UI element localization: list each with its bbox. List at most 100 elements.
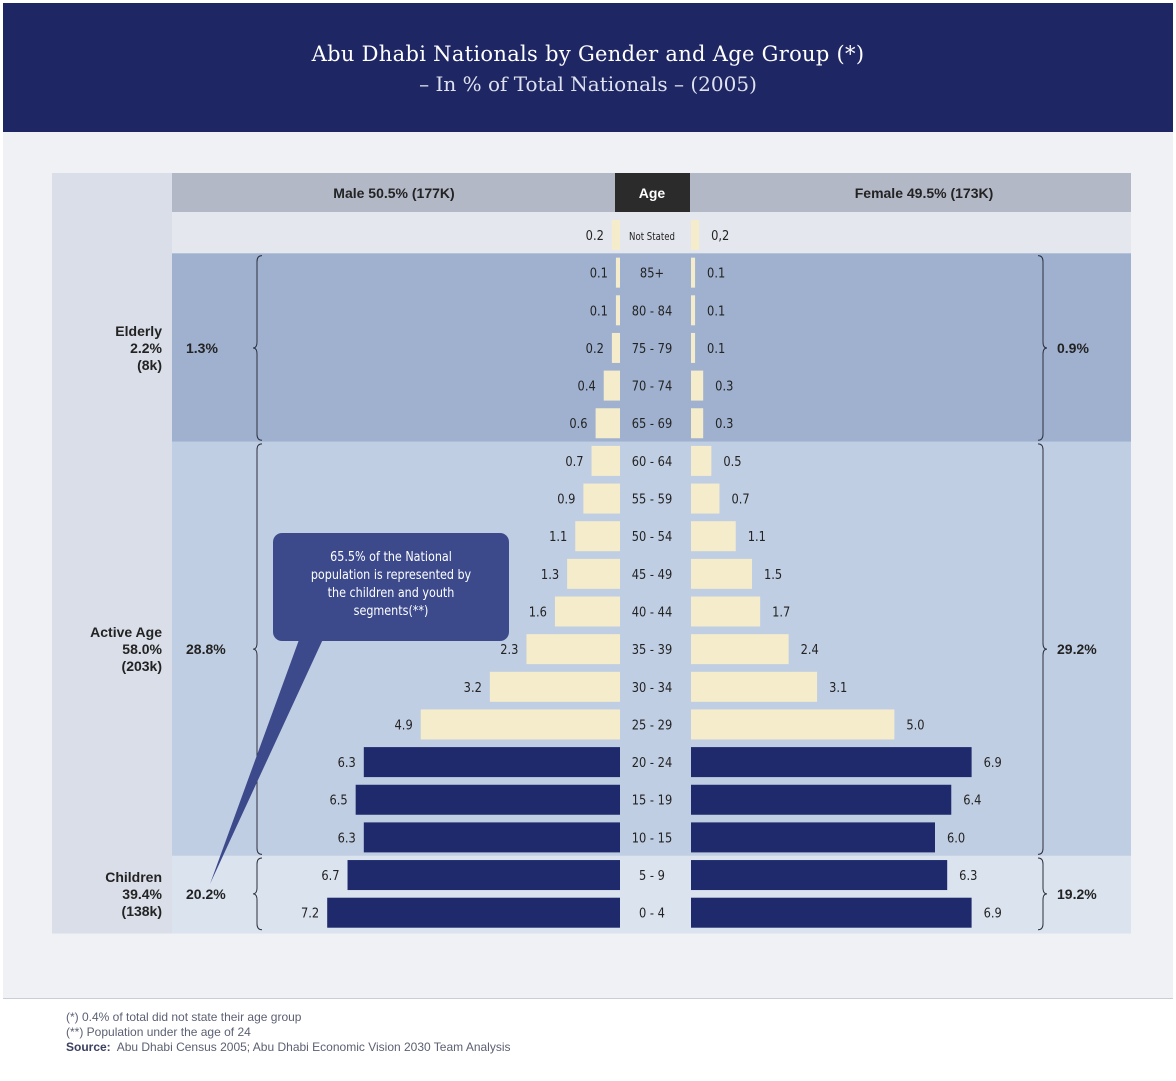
- female-bar: [691, 521, 736, 552]
- male-value-label: 6.3: [338, 755, 356, 770]
- group-label-active: Active Age: [90, 624, 162, 640]
- age-group-label: 35 - 39: [632, 642, 672, 657]
- male-bar: [611, 220, 620, 250]
- male-bar: [591, 445, 620, 476]
- male-value-label: 0.1: [590, 266, 608, 281]
- female-bar: [691, 483, 720, 514]
- male-bar: [327, 897, 620, 928]
- female-value-label: 0.3: [715, 379, 733, 394]
- female-bar: [691, 558, 752, 589]
- male-value-label: 0.4: [578, 379, 596, 394]
- male-value-label: 1.6: [529, 605, 547, 620]
- age-group-label: 20 - 24: [632, 755, 673, 770]
- male-bar: [611, 332, 620, 363]
- male-bar: [526, 634, 620, 665]
- female-bar: [691, 860, 948, 891]
- callout-text: the children and youth: [328, 585, 455, 600]
- female-bar: [691, 784, 952, 815]
- male-bar: [575, 521, 620, 552]
- male-brace-children: [252, 857, 263, 931]
- group-label-elderly: (8k): [137, 357, 162, 373]
- male-bar: [363, 822, 620, 853]
- age-group-label: 30 - 34: [632, 680, 673, 695]
- female-brace-elderly: [1037, 255, 1048, 441]
- female-value-label: 0.3: [715, 417, 733, 432]
- male-bar: [583, 483, 620, 514]
- female-value-label: 0.1: [707, 304, 725, 319]
- male-share-active: 28.8%: [186, 641, 226, 657]
- female-bar: [691, 897, 972, 928]
- male-value-label: 4.9: [395, 718, 413, 733]
- age-group-label: 65 - 69: [632, 417, 672, 432]
- female-bar: [691, 332, 696, 363]
- female-bar: [691, 257, 696, 288]
- female-brace-children: [1037, 857, 1048, 931]
- female-value-label: 6.9: [984, 755, 1002, 770]
- male-bar: [355, 784, 620, 815]
- footnote-under-24: (**) Population under the age of 24: [66, 1025, 251, 1039]
- male-header: Male 50.5% (177K): [333, 185, 454, 201]
- age-group-label: 85+: [640, 266, 664, 281]
- female-value-label: 1.5: [764, 567, 782, 582]
- male-value-label: 0.2: [586, 228, 604, 243]
- band-elderly: [172, 253, 1131, 443]
- female-bar: [691, 709, 895, 740]
- title-banner: Abu Dhabi Nationals by Gender and Age Gr…: [3, 3, 1173, 132]
- male-bar: [595, 408, 620, 439]
- male-share-children: 20.2%: [186, 886, 226, 902]
- female-value-label: 0.5: [723, 454, 741, 469]
- female-bar: [691, 445, 712, 476]
- female-share-active: 29.2%: [1057, 641, 1097, 657]
- group-label-children: 39.4%: [122, 886, 162, 902]
- group-label-active: 58.0%: [122, 641, 162, 657]
- callout-box: [273, 533, 509, 641]
- male-bar: [347, 860, 620, 891]
- age-group-label: 25 - 29: [632, 718, 672, 733]
- male-bar: [615, 257, 620, 288]
- male-value-label: 0.9: [557, 492, 575, 507]
- male-value-label: 3.2: [464, 680, 482, 695]
- male-brace-elderly: [252, 255, 263, 441]
- age-group-label: 5 - 9: [639, 868, 665, 883]
- age-group-label: 40 - 44: [632, 605, 673, 620]
- group-label-elderly: Elderly: [115, 323, 162, 339]
- female-value-label: 0,2: [711, 228, 729, 243]
- male-value-label: 6.3: [338, 831, 356, 846]
- male-value-label: 1.3: [541, 567, 559, 582]
- age-group-label: 0 - 4: [639, 906, 665, 921]
- callout-text: 65.5% of the National: [330, 549, 452, 564]
- age-group-label: 55 - 59: [632, 492, 672, 507]
- male-value-label: 6.7: [321, 868, 339, 883]
- male-value-label: 0.6: [569, 417, 587, 432]
- male-bar: [615, 295, 620, 326]
- female-value-label: 5.0: [906, 718, 924, 733]
- female-value-label: 6.0: [947, 831, 965, 846]
- male-brace-active: [252, 443, 263, 855]
- male-value-label: 1.1: [549, 530, 567, 545]
- age-header: Age: [639, 185, 666, 201]
- male-bar: [420, 709, 620, 740]
- age-group-label: Not Stated: [629, 231, 675, 243]
- age-group-label: 60 - 64: [632, 454, 673, 469]
- chart-title: Abu Dhabi Nationals by Gender and Age Gr…: [311, 42, 865, 66]
- female-value-label: 0.1: [707, 266, 725, 281]
- male-bar: [554, 596, 620, 627]
- age-group-label: 45 - 49: [632, 567, 672, 582]
- group-label-active: (203k): [122, 658, 162, 674]
- female-value-label: 0.1: [707, 341, 725, 356]
- female-bar: [691, 671, 818, 702]
- female-value-label: 6.4: [963, 793, 981, 808]
- footnote-source: Source: Abu Dhabi Census 2005; Abu Dhabi…: [66, 1040, 511, 1054]
- male-value-label: 0.2: [586, 341, 604, 356]
- female-share-elderly: 0.9%: [1057, 340, 1089, 356]
- male-value-label: 0.1: [590, 304, 608, 319]
- female-value-label: 1.7: [772, 605, 790, 620]
- footnote-age-not-stated: (*) 0.4% of total did not state their ag…: [66, 1010, 302, 1024]
- female-share-children: 19.2%: [1057, 886, 1097, 902]
- chart-subtitle: – In % of Total Nationals – (2005): [419, 72, 757, 96]
- male-bar: [603, 370, 620, 401]
- callout-text: population is represented by: [311, 567, 471, 582]
- not-stated-band: [172, 212, 1131, 255]
- female-value-label: 6.9: [984, 906, 1002, 921]
